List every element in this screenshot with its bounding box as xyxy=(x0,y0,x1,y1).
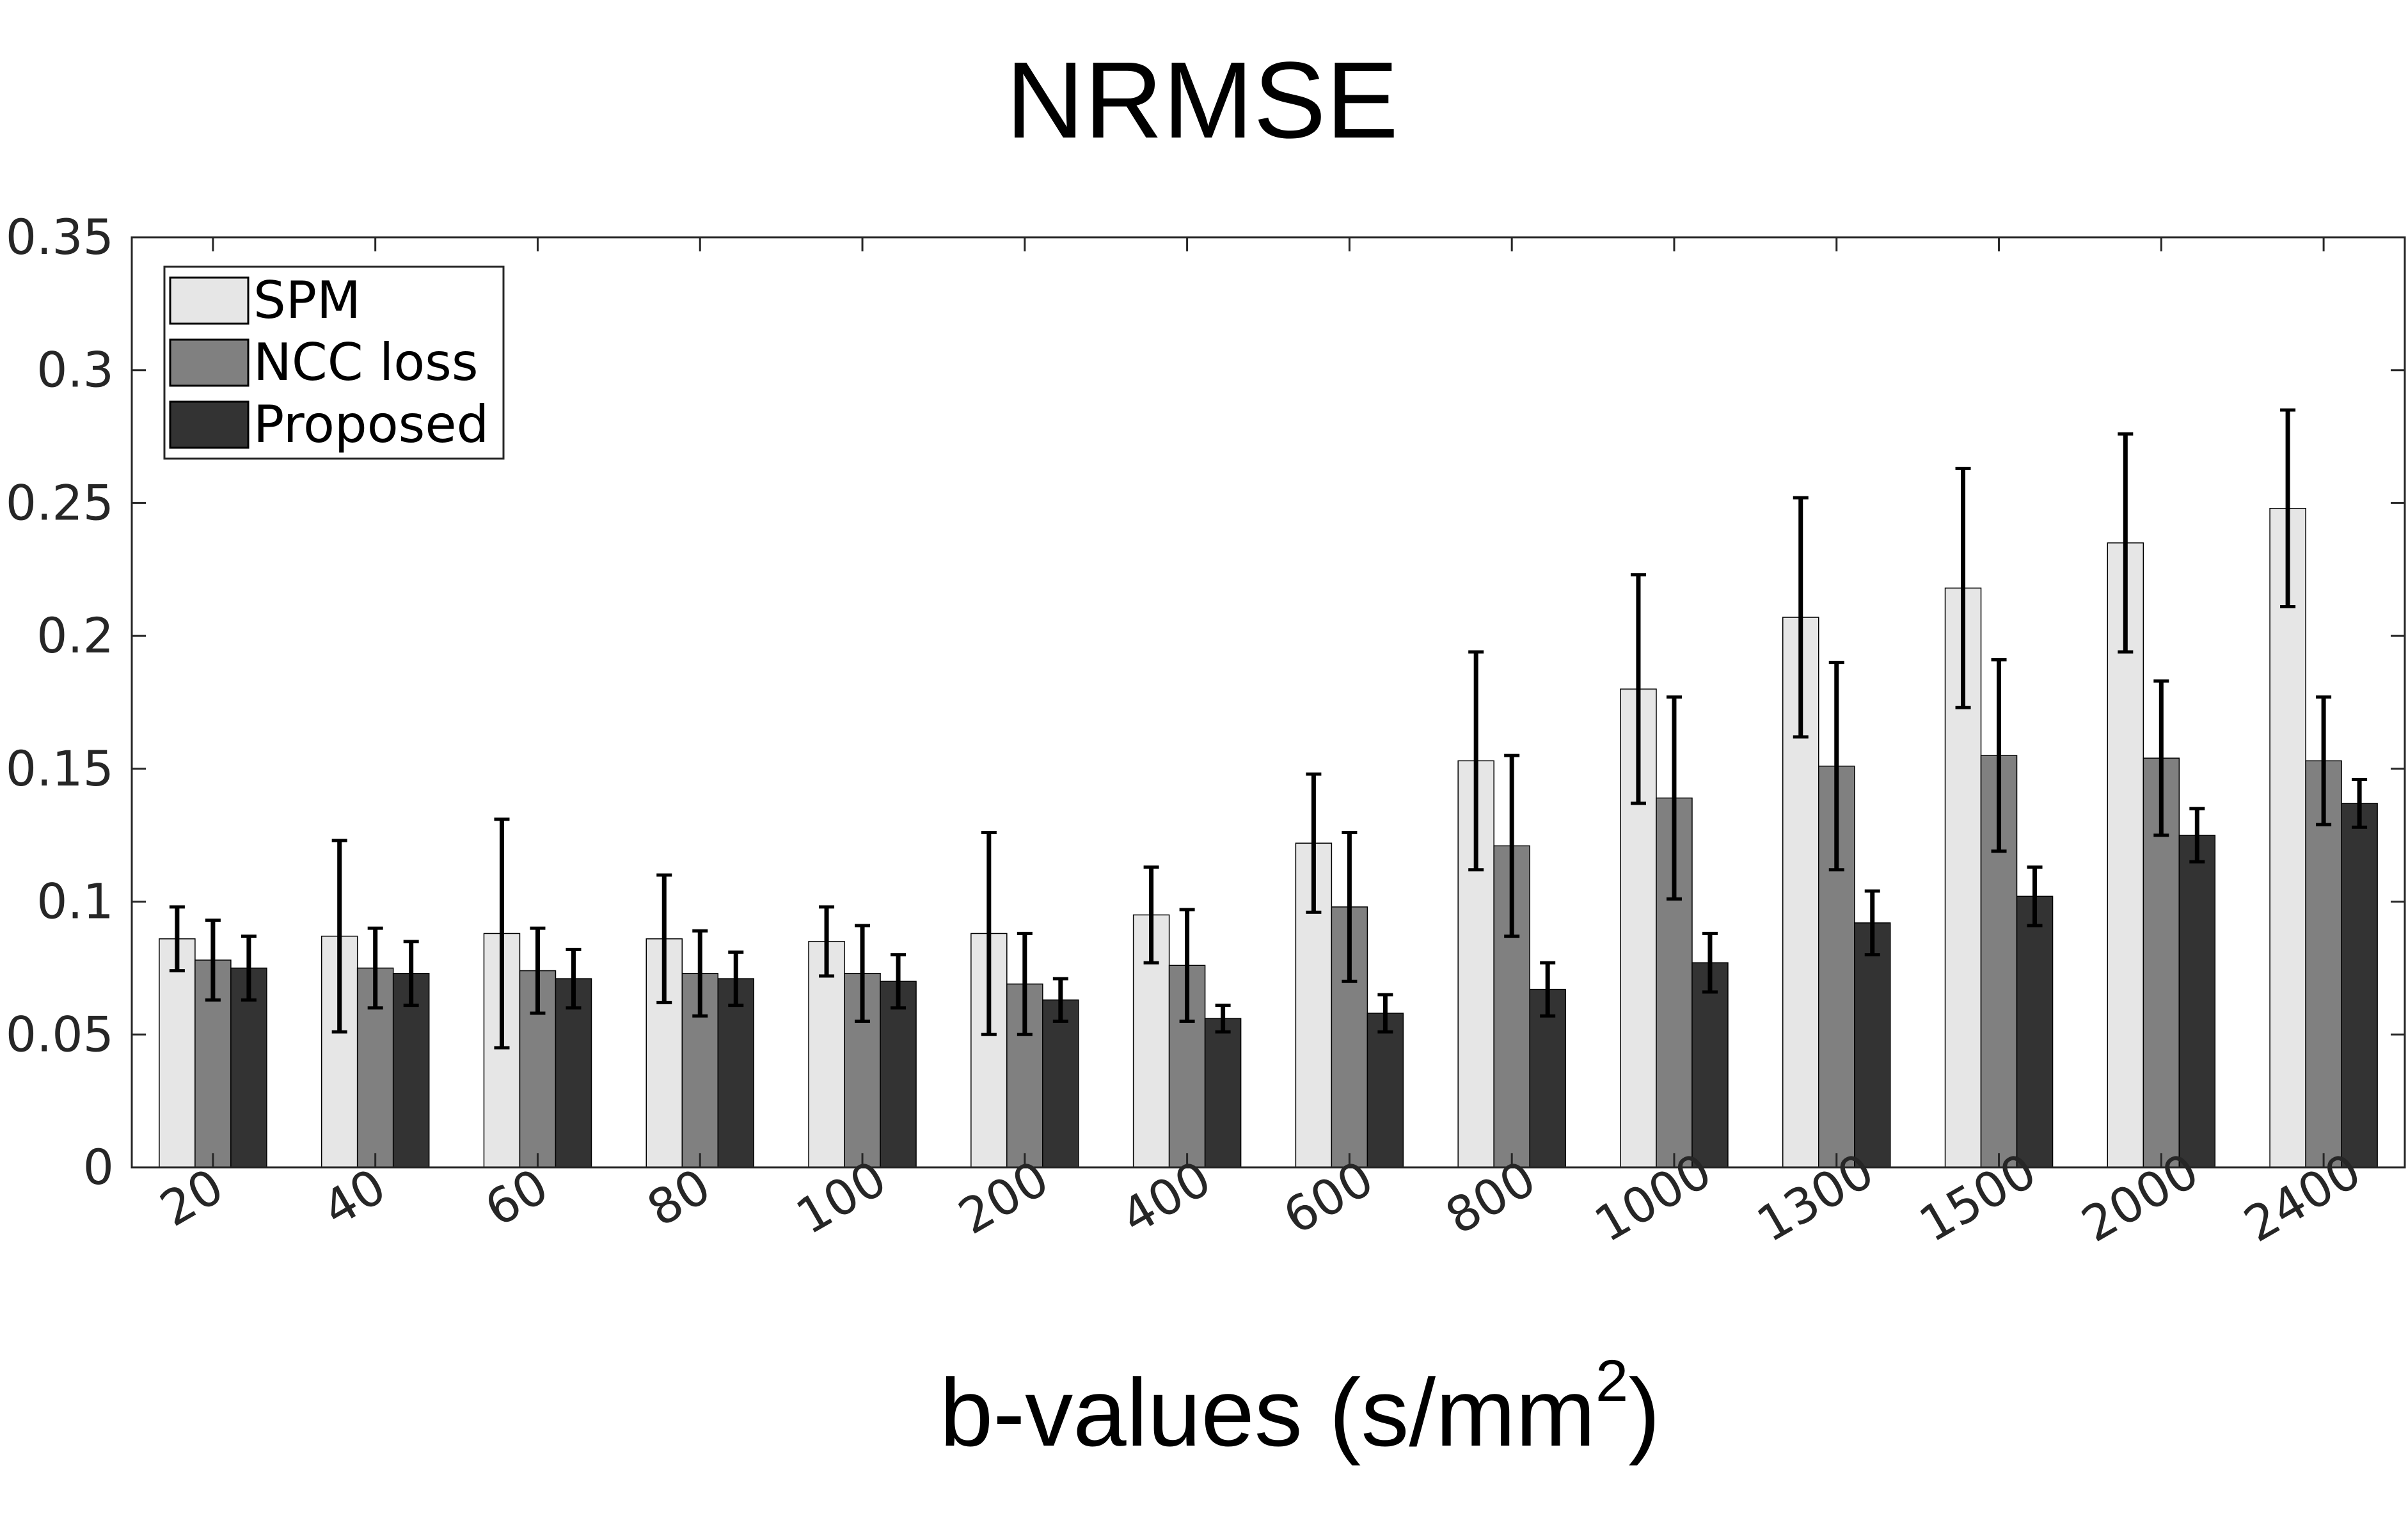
x-tick-label: 80 xyxy=(638,1157,720,1237)
bar-proposed xyxy=(2016,896,2054,1168)
bar-proposed xyxy=(1854,922,1891,1168)
legend-swatch-ncc-loss xyxy=(169,338,250,387)
y-tick-label: 0.05 xyxy=(6,1006,114,1062)
bar-spm xyxy=(159,938,196,1168)
bar-proposed xyxy=(1042,999,1079,1168)
legend-label-spm: SPM xyxy=(253,271,361,330)
x-tick-label: 40 xyxy=(313,1157,395,1237)
legend: SPM NCC loss Proposed xyxy=(163,265,505,460)
y-tick-label: 0.35 xyxy=(6,209,114,265)
bar-proposed xyxy=(2341,803,2378,1168)
bar-proposed xyxy=(880,981,917,1168)
bar-proposed xyxy=(717,978,754,1168)
axes-frame xyxy=(131,236,2406,1169)
plot-area xyxy=(159,408,2378,1168)
bar-proposed xyxy=(1366,1013,1404,1168)
bar-proposed xyxy=(1529,988,1566,1168)
bar-proposed xyxy=(2178,834,2216,1168)
bar-spm xyxy=(2269,507,2306,1168)
legend-label-ncc-loss: NCC loss xyxy=(253,333,479,392)
y-tick-label: 0.15 xyxy=(6,740,114,797)
y-tick-label: 0.3 xyxy=(36,342,114,399)
bar-proposed xyxy=(1204,1018,1242,1168)
x-tick-label: 20 xyxy=(151,1157,233,1237)
y-axis: 0 0.05 0.1 0.15 0.2 0.25 0.3 0.35 xyxy=(6,209,2405,1196)
x-axis-label-superscript: 2 xyxy=(1596,1348,1628,1414)
legend-swatch-spm xyxy=(169,276,250,325)
x-axis-label-main: b-values (s/mm xyxy=(940,1359,1596,1466)
legend-label-proposed: Proposed xyxy=(253,395,489,454)
y-tick-label: 0.1 xyxy=(36,873,114,930)
y-tick-label: 0 xyxy=(83,1139,114,1196)
legend-swatch-proposed xyxy=(169,400,250,449)
x-tick-label: 60 xyxy=(475,1157,557,1237)
bar-ncc-loss xyxy=(2305,760,2342,1168)
x-axis-label-suffix: ) xyxy=(1628,1359,1660,1466)
y-tick-label: 0.25 xyxy=(6,474,114,531)
x-axis-label: b-values (s/mm2) xyxy=(940,1348,1660,1466)
chart-title: NRMSE xyxy=(1006,40,1398,161)
y-tick-label: 0.2 xyxy=(36,607,114,664)
bar-proposed xyxy=(555,978,592,1168)
